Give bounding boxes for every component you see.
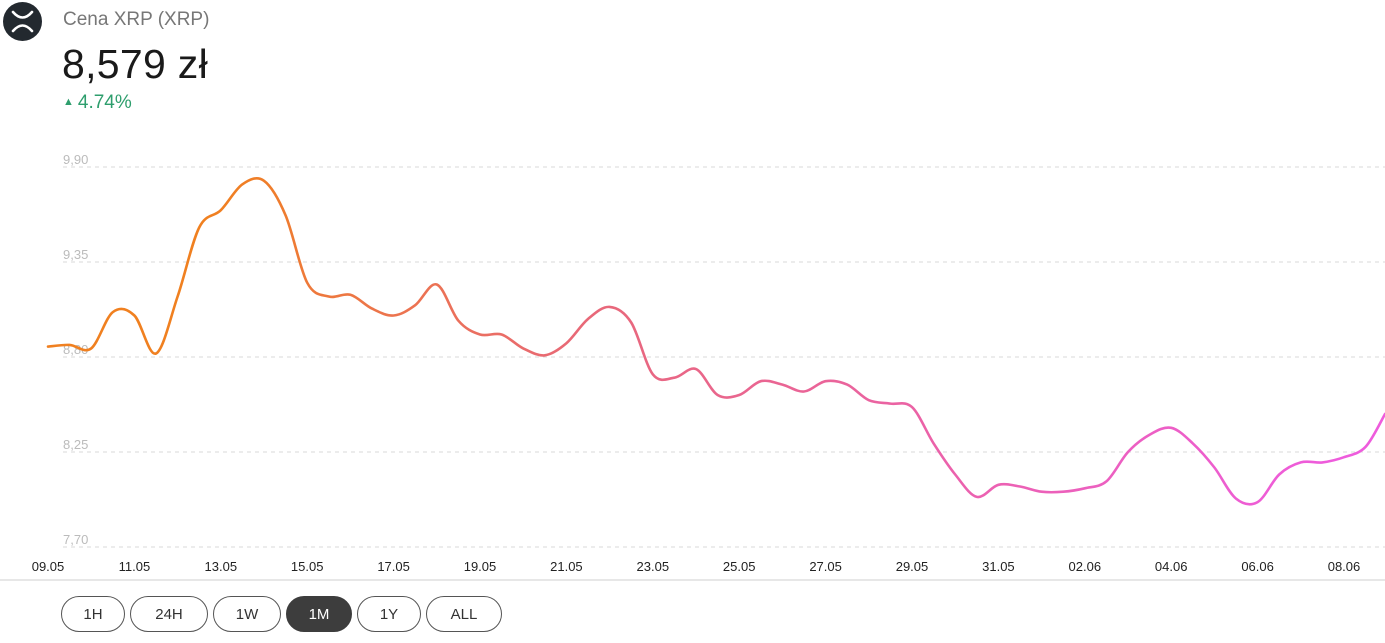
range-button-1m[interactable]: 1M bbox=[286, 596, 352, 632]
x-tick-label: 11.05 bbox=[119, 559, 151, 574]
x-tick-label: 06.06 bbox=[1241, 559, 1274, 574]
price-chart: 9,909,358,808,257,70 09.05 11.05 13.05 15.0… bbox=[0, 152, 1385, 581]
y-tick-label: 9,90 bbox=[63, 152, 88, 167]
range-button-1y[interactable]: 1Y bbox=[357, 596, 421, 632]
current-price: 8,579 zł bbox=[62, 41, 208, 87]
xrp-logo-icon bbox=[3, 2, 42, 41]
x-tick-label: 19.05 bbox=[464, 559, 497, 574]
range-button-all[interactable]: ALL bbox=[426, 596, 502, 632]
x-tick-label: 29.05 bbox=[896, 559, 929, 574]
price-change-value: 4.74% bbox=[77, 92, 132, 113]
x-tick-label: 23.05 bbox=[637, 559, 670, 574]
x-tick-label: 04.06 bbox=[1155, 559, 1188, 574]
range-button-1h[interactable]: 1H bbox=[61, 596, 125, 632]
x-tick-label: 09.05 bbox=[32, 559, 65, 574]
x-tick-label: 15.05 bbox=[291, 559, 324, 574]
x-tick-label: 25.05 bbox=[723, 559, 756, 574]
x-tick-label: 13.05 bbox=[205, 559, 238, 574]
range-button-24h[interactable]: 24H bbox=[130, 596, 208, 632]
time-range-selector: 1H 24H 1W 1M 1Y ALL bbox=[61, 596, 502, 632]
y-tick-label: 7,70 bbox=[63, 532, 88, 547]
coin-title: Cena XRP (XRP) bbox=[63, 9, 210, 30]
x-tick-label: 31.05 bbox=[982, 559, 1015, 574]
x-tick-label: 27.05 bbox=[809, 559, 842, 574]
x-tick-label: 17.05 bbox=[377, 559, 410, 574]
y-tick-label: 9,35 bbox=[63, 247, 88, 262]
price-change: ▲ 4.74% bbox=[63, 92, 132, 114]
triangle-up-icon: ▲ bbox=[63, 96, 74, 108]
x-tick-label: 02.06 bbox=[1069, 559, 1102, 574]
range-button-1w[interactable]: 1W bbox=[213, 596, 281, 632]
x-tick-label: 08.06 bbox=[1328, 559, 1361, 574]
price-series-line bbox=[46, 177, 1385, 506]
x-tick-label: 21.05 bbox=[550, 559, 583, 574]
y-tick-label: 8,25 bbox=[63, 437, 88, 452]
